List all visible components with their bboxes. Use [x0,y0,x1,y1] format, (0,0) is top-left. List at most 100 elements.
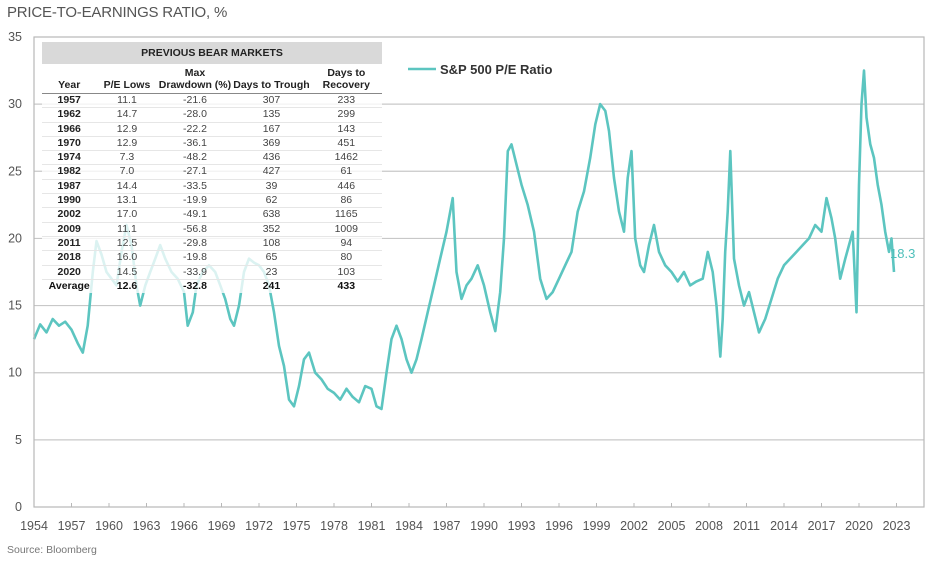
cell-days-to-trough: 369 [232,136,311,152]
cell-days-to-recovery: 451 [310,136,382,152]
cell-average-days-to-recovery: 433 [337,279,356,292]
cell-days-to-recovery: 1462 [310,150,382,166]
cell-year: 2002 [42,207,97,223]
cell-year: 1970 [42,136,97,152]
bear-table-row: 1966 12.9 -22.2 167 143 [42,122,382,137]
bear-table-average-row: Average 12.6 -32.8 241 433 [42,279,382,293]
x-tick-label: 1978 [320,519,348,533]
cell-year: 2009 [42,222,97,237]
x-tick-label: 1990 [470,519,498,533]
cell-year: 1962 [42,107,97,123]
col-header-pe-lows: P/E Lows [96,64,158,94]
y-tick-label: 5 [15,433,22,447]
x-tick-label: 1984 [395,519,423,533]
cell-days-to-trough: 638 [232,207,311,223]
bear-table-row: 1987 14.4 -33.5 39 446 [42,179,382,195]
cell-max-drawdown: -29.8 [157,236,233,252]
cell-days-to-trough: 23 [232,265,311,280]
y-tick-label: 10 [8,366,22,380]
col-header-max-drawdown: Max Drawdown (%) [157,64,233,94]
x-tick-label: 1993 [508,519,536,533]
y-tick-label: 20 [8,231,22,245]
x-tick-label: 1960 [95,519,123,533]
x-tick-label: 1975 [283,519,311,533]
bear-table-row: 1982 7.0 -27.1 427 61 [42,164,382,180]
cell-max-drawdown: -19.9 [157,193,233,209]
y-tick-label: 30 [8,97,22,111]
cell-days-to-trough: 352 [232,222,311,237]
cell-days-to-recovery: 299 [310,107,382,123]
cell-days-to-recovery: 86 [310,193,382,209]
cell-max-drawdown: -22.2 [157,122,233,137]
cell-pe-low: 14.7 [96,107,158,123]
cell-pe-low: 12.9 [96,122,158,137]
x-tick-label: 1996 [545,519,573,533]
plot-frame [33,36,925,508]
x-tick-label: 2008 [695,519,723,533]
cell-average-days-to-trough: 241 [262,279,281,292]
cell-max-drawdown: -19.8 [157,250,233,266]
bear-table-row: 2020 14.5 -33.9 23 103 [42,265,382,280]
cell-year: 2018 [42,250,97,266]
cell-days-to-trough: 427 [232,164,311,180]
col-header-year: Year [42,64,97,94]
cell-year: 1990 [42,193,97,209]
y-tick-label: 15 [8,299,22,313]
bear-table-title: PREVIOUS BEAR MARKETS [42,42,382,64]
cell-days-to-recovery: 61 [310,164,382,180]
x-tick-label: 2014 [770,519,798,533]
series-line-sp500-pe [32,69,896,411]
x-tick-label: 1969 [208,519,236,533]
source-note: Source: Bloomberg [7,544,97,556]
bear-table-row: 2011 12.5 -29.8 108 94 [42,236,382,252]
cell-pe-low: 13.1 [96,193,158,209]
cell-days-to-recovery: 446 [310,179,382,195]
cell-year: 1974 [42,150,97,166]
cell-days-to-recovery: 233 [310,93,382,109]
x-tick-label: 1963 [133,519,161,533]
x-tick-label: 1981 [358,519,386,533]
bear-table-row: 1970 12.9 -36.1 369 451 [42,136,382,152]
cell-pe-low: 11.1 [96,222,158,237]
cell-average-pe-low: 12.6 [116,279,138,292]
cell-year: 2020 [42,265,97,280]
bear-table-row: 2002 17.0 -49.1 638 1165 [42,207,382,223]
x-tick-label: 1966 [170,519,198,533]
cell-pe-low: 14.5 [96,265,158,280]
cell-max-drawdown: -27.1 [157,164,233,180]
col-header-days-to-trough: Days to Trough [232,64,311,94]
x-tick-label: 2002 [620,519,648,533]
col-header-days-to-recovery: Days to Recovery [310,64,382,94]
cell-year: 1966 [42,122,97,137]
cell-year: 1957 [42,93,97,109]
x-tick-label: 2017 [808,519,836,533]
cell-days-to-trough: 135 [232,107,311,123]
cell-days-to-recovery: 1009 [310,222,382,237]
x-tick-label: 2020 [845,519,873,533]
cell-max-drawdown: -21.6 [157,93,233,109]
cell-pe-low: 7.3 [96,150,158,166]
cell-days-to-trough: 65 [232,250,311,266]
cell-days-to-trough: 307 [232,93,311,109]
x-tick-label: 2005 [658,519,686,533]
x-tick-label: 1999 [583,519,611,533]
end-value-label: 18.3 [890,246,915,261]
cell-max-drawdown: -28.0 [157,107,233,123]
x-tick-label: 1987 [433,519,461,533]
x-axis-ticks: 1954 1957 1960 1963 1966 1969 1972 1975 1978 1981… [20,503,910,533]
cell-max-drawdown: -49.1 [157,207,233,223]
cell-pe-low: 11.1 [96,93,158,109]
cell-days-to-recovery: 94 [310,236,382,252]
cell-year: 1987 [42,179,97,195]
cell-days-to-recovery: 1165 [310,207,382,223]
cell-year: 2011 [42,236,97,252]
y-tick-label: 35 [8,30,22,44]
x-tick-label: 2011 [733,519,760,533]
cell-average-label: Average [48,279,90,292]
cell-year: 1982 [42,164,97,180]
cell-days-to-trough: 167 [232,122,311,137]
chart-title: PRICE-TO-EARNINGS RATIO, % [7,4,228,21]
gridlines [34,103,924,441]
cell-days-to-trough: 436 [232,150,311,166]
x-tick-label: 1972 [245,519,273,533]
